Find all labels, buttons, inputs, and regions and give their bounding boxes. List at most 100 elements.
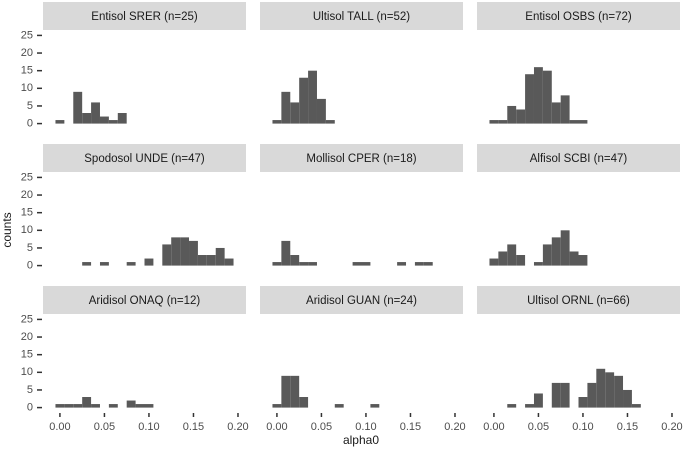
- strip-text: Aridisol GUAN (n=24): [306, 295, 417, 307]
- bar: [533, 67, 543, 124]
- x-tick-label: 0.20: [227, 421, 248, 433]
- bar: [587, 382, 597, 408]
- y-tick-label: 0: [27, 117, 33, 129]
- x-axis-title: alpha0: [343, 433, 379, 447]
- y-tick-label: 10: [21, 82, 33, 94]
- bar: [206, 255, 216, 266]
- strip: [477, 2, 680, 30]
- bar: [507, 404, 517, 408]
- bar: [281, 91, 291, 124]
- bar: [533, 262, 543, 266]
- bar: [73, 91, 83, 124]
- strip-text: Aridisol ONAQ (n=12): [89, 295, 201, 307]
- bar: [525, 74, 534, 124]
- bar: [631, 404, 641, 408]
- x-tick-label: 0.15: [400, 421, 421, 433]
- bar: [91, 102, 100, 124]
- strip: [260, 2, 463, 30]
- strip: [43, 286, 246, 314]
- bar: [489, 120, 499, 124]
- x-tick-label: 0.00: [266, 421, 287, 433]
- y-tick-label: 5: [27, 384, 33, 396]
- bar: [91, 404, 100, 408]
- bar: [578, 120, 588, 124]
- bar: [108, 120, 118, 124]
- x-tick-label: 0.00: [483, 421, 504, 433]
- bar: [299, 397, 309, 408]
- y-tick-label: 0: [27, 401, 33, 413]
- strip: [260, 144, 463, 172]
- y-tick-label: 10: [21, 224, 33, 236]
- bar: [498, 251, 508, 266]
- bar: [361, 262, 371, 266]
- bar: [290, 255, 300, 266]
- bar: [135, 404, 145, 408]
- strip-text: Mollisol CPER (n=18): [306, 153, 416, 165]
- bar: [316, 98, 326, 124]
- bar: [334, 404, 344, 408]
- bar: [290, 102, 300, 124]
- y-tick-label: 25: [21, 29, 33, 41]
- bar: [578, 255, 588, 266]
- y-tick-label: 15: [21, 349, 33, 361]
- bar: [325, 120, 335, 124]
- bar: [614, 375, 624, 408]
- x-tick-label: 0.20: [661, 421, 682, 433]
- strip: [43, 144, 246, 172]
- bar: [55, 120, 65, 124]
- bar: [82, 262, 92, 266]
- bar: [569, 251, 579, 266]
- bar: [144, 404, 154, 408]
- bar: [516, 255, 526, 266]
- bar: [180, 237, 190, 266]
- bar: [423, 262, 433, 266]
- y-tick-label: 15: [21, 207, 33, 219]
- bar: [281, 375, 291, 408]
- bar: [144, 258, 154, 266]
- bar: [299, 262, 309, 266]
- bar: [516, 109, 526, 124]
- bar: [224, 258, 234, 266]
- y-tick-label: 20: [21, 331, 33, 343]
- x-tick-label: 0.05: [528, 421, 549, 433]
- strip-text: Entisol OSBS (n=72): [525, 11, 632, 23]
- y-tick-label: 20: [21, 189, 33, 201]
- bar: [397, 262, 407, 266]
- strip: [477, 144, 680, 172]
- bar: [623, 389, 632, 408]
- bar: [551, 382, 561, 408]
- y-tick-label: 5: [27, 242, 33, 254]
- strip-text: Alfisol SCBI (n=47): [530, 153, 628, 165]
- bar: [569, 120, 579, 124]
- bar: [197, 255, 207, 266]
- strip: [43, 2, 246, 30]
- strip-text: Spodosol UNDE (n=47): [84, 153, 205, 165]
- bar: [117, 113, 127, 124]
- bar: [272, 404, 282, 408]
- bar: [498, 120, 508, 124]
- y-tick-label: 20: [21, 47, 33, 59]
- y-tick-label: 15: [21, 65, 33, 77]
- strip-text: Entisol SRER (n=25): [91, 11, 198, 23]
- bar: [542, 70, 552, 124]
- bar: [525, 404, 534, 408]
- strip-text: Ultisol ORNL (n=66): [527, 295, 630, 307]
- x-tick-label: 0.15: [617, 421, 638, 433]
- bar: [578, 397, 588, 408]
- y-tick-label: 25: [21, 313, 33, 325]
- strip: [260, 286, 463, 314]
- x-tick-label: 0.10: [355, 421, 376, 433]
- bar: [108, 404, 118, 408]
- x-tick-label: 0.05: [311, 421, 332, 433]
- bar: [560, 95, 570, 124]
- y-tick-label: 5: [27, 100, 33, 112]
- bar: [551, 237, 561, 266]
- bar: [489, 258, 499, 266]
- bar: [507, 105, 517, 124]
- x-tick-label: 0.05: [94, 421, 115, 433]
- y-axis-title: counts: [0, 212, 14, 247]
- bar: [352, 262, 362, 266]
- bar: [299, 77, 309, 124]
